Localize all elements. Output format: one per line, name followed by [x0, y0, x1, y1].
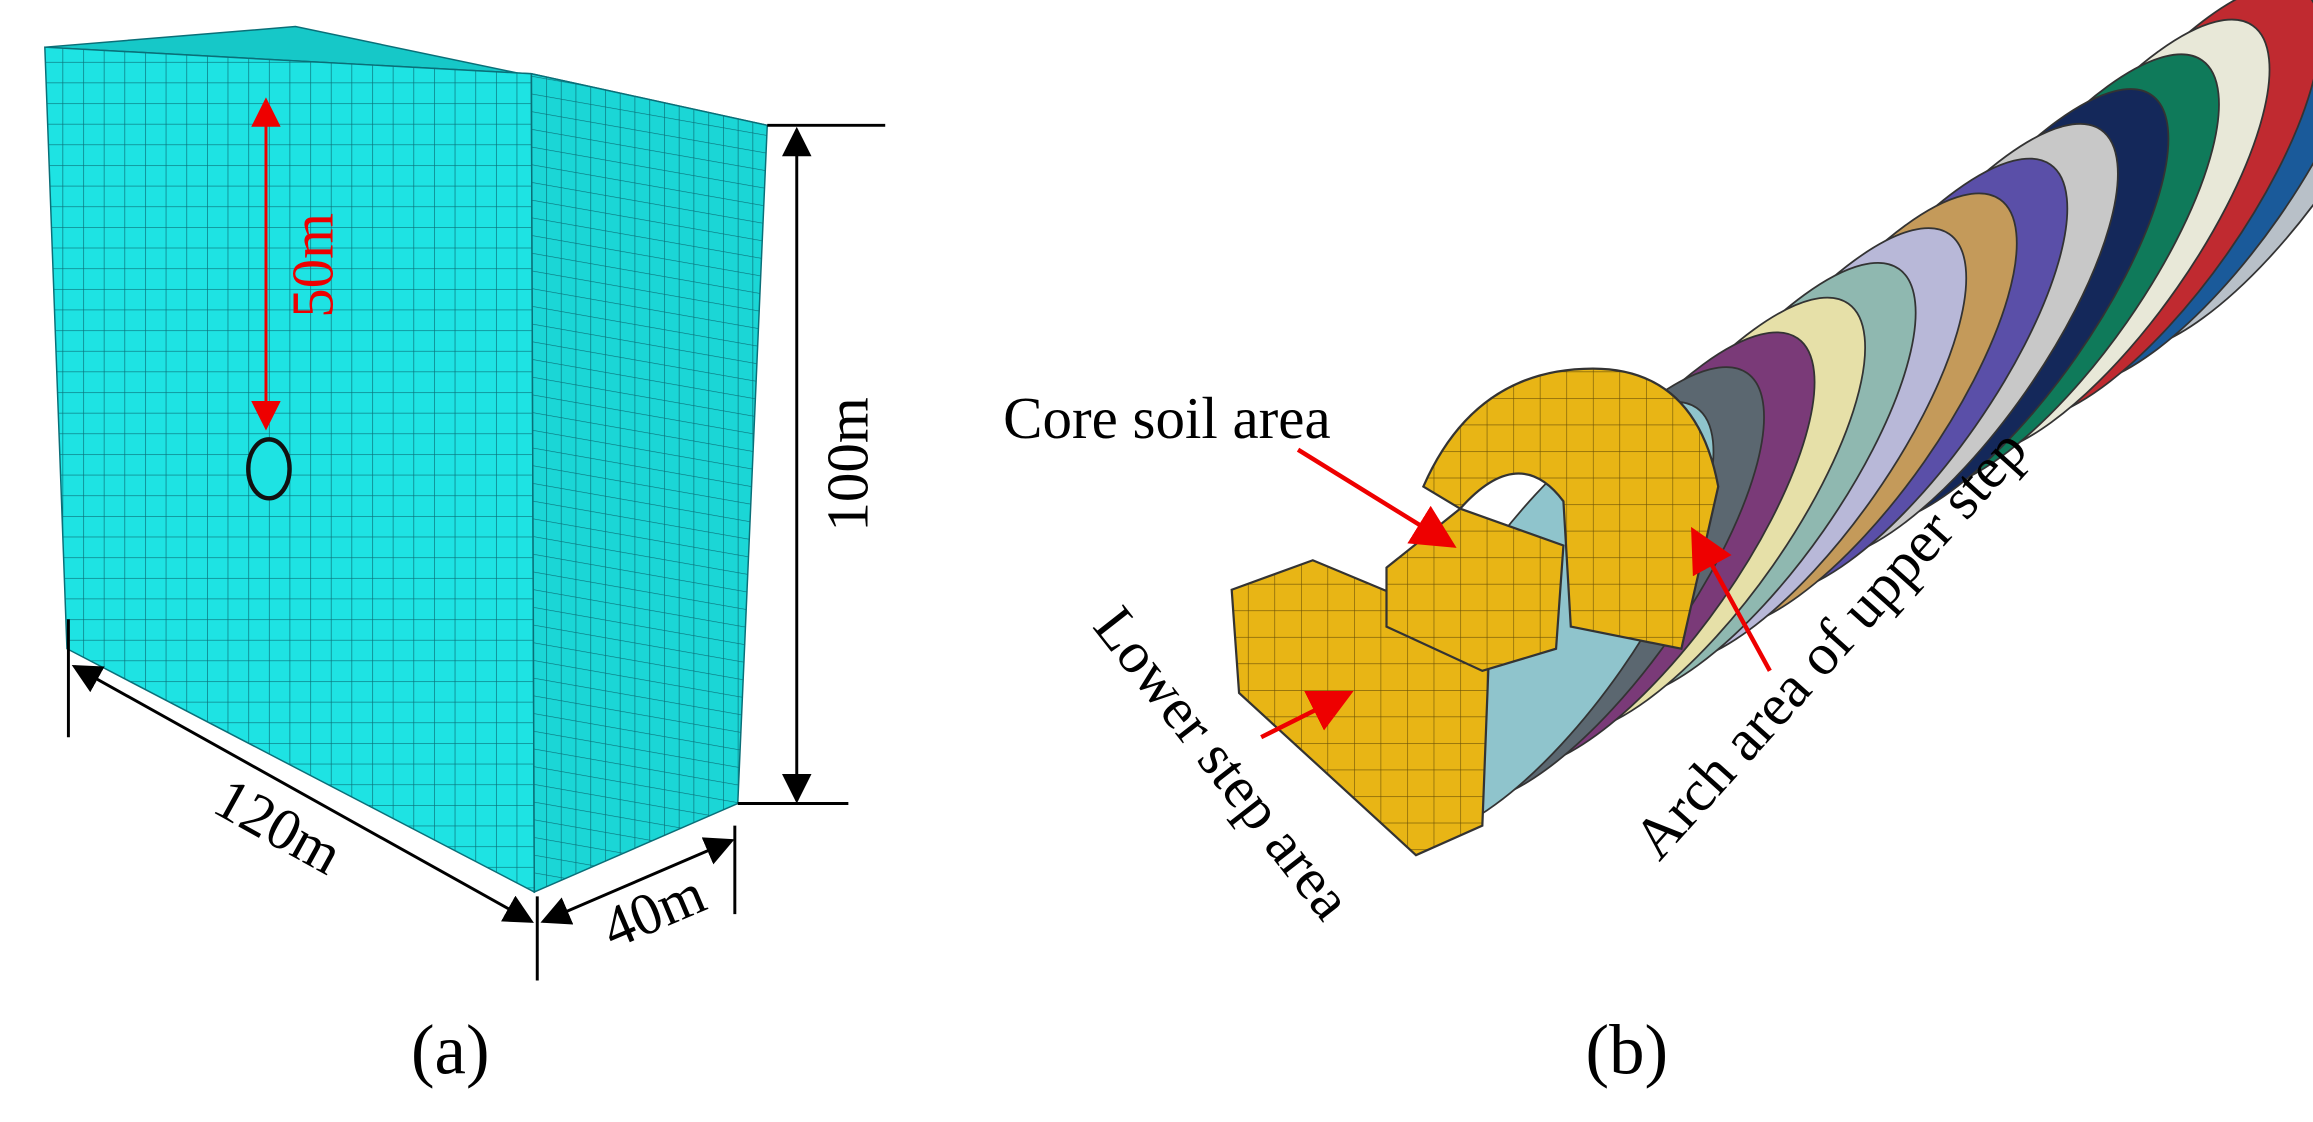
annotation-arrows	[1260, 447, 1772, 740]
excavation-faces	[1230, 367, 1720, 857]
dimension-lines	[66, 97, 886, 981]
core-soil-label: Core soil area	[1003, 385, 1330, 451]
panel-label: (b)	[1586, 1011, 1669, 1089]
height-label: 100m	[815, 397, 881, 531]
width-label: 40m	[592, 860, 714, 962]
soil-model	[44, 25, 769, 894]
depth-label: 50m	[279, 213, 345, 318]
panel-label: (a)	[411, 1011, 490, 1089]
